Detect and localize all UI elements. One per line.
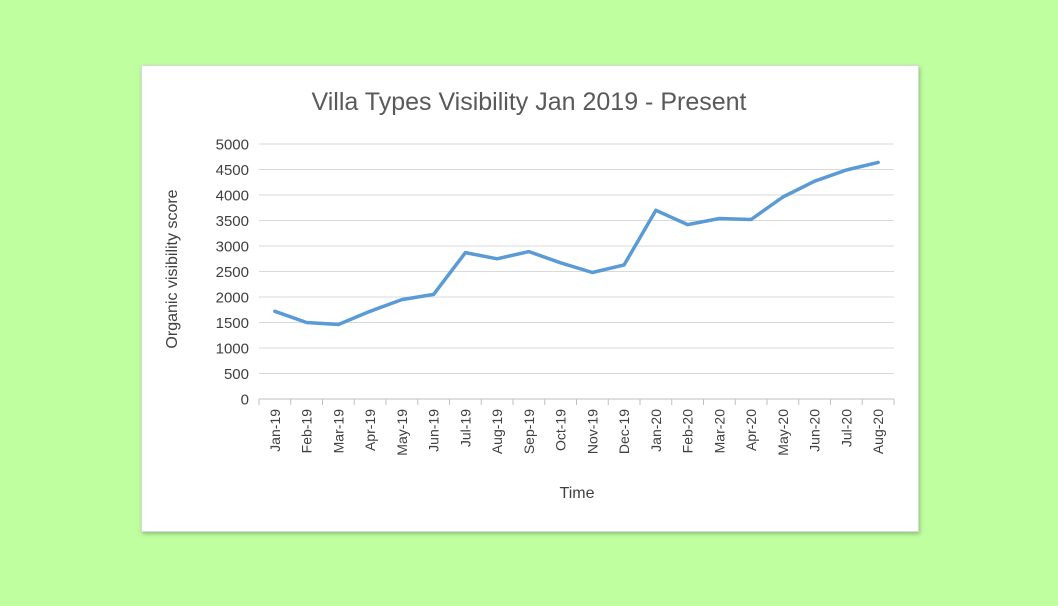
chart-card: Villa Types Visibility Jan 2019 - Presen… [141,65,919,532]
data-point [559,261,563,265]
y-tick-label: 4000 [216,188,249,205]
data-point [463,251,467,255]
data-point [368,309,372,313]
x-axis: Jan-19 Feb-19 Mar-19 Apr-19 May-19 Jun-19 Jul-… [258,398,895,456]
x-tick-label: Nov-19 [584,409,600,454]
y-tick-label: 3500 [216,213,249,230]
data-point [749,217,753,221]
x-axis-label: Time [560,485,595,502]
y-tick-label: 3000 [216,239,249,256]
y-tick-label: 1000 [216,341,249,358]
series-line [273,160,880,327]
y-tick-label: 1500 [216,315,249,332]
data-point [686,223,690,227]
y-axis-ticks: 0 500 1000 1500 2000 2500 3000 3500 4000 4500 5000 [216,137,249,409]
y-tick-label: 2500 [216,264,249,281]
data-point [590,271,594,275]
x-tick-label: Mar-19 [330,409,346,454]
x-tick-label: Feb-19 [299,409,315,454]
series-lines [273,160,880,327]
data-point [432,292,436,296]
data-point [717,216,721,220]
y-tick-label: 500 [224,366,249,383]
x-tick-label: Aug-20 [870,409,886,454]
gridlines [259,143,894,374]
y-tick-label: 0 [241,392,249,409]
y-tick-label: 4500 [216,162,249,179]
x-tick-label: Jan-20 [648,409,664,452]
data-point [654,208,658,212]
data-point [844,168,848,172]
line-chart: Villa Types Visibility Jan 2019 - Presen… [164,88,895,502]
x-tick-label: Jul-20 [838,409,854,447]
x-tick-label: Dec-19 [616,409,632,454]
x-tick-label: Sep-19 [521,409,537,454]
chart-title: Villa Types Visibility Jan 2019 - Presen… [312,88,747,116]
x-tick-label: Jun-20 [807,409,823,452]
x-tick-label: Jul-19 [457,409,473,447]
data-point [781,195,785,199]
data-point [495,257,499,261]
x-tick-label: Jun-19 [426,409,442,452]
x-tick-label: Feb-20 [680,409,696,454]
x-tick-label: Apr-19 [362,409,378,451]
data-point [336,323,340,327]
data-point [400,298,404,302]
data-point [305,321,309,324]
x-tick-label: May-20 [775,409,791,456]
y-tick-label: 2000 [216,290,249,307]
data-point [273,309,277,313]
y-tick-label: 5000 [216,137,249,154]
x-tick-label: May-19 [394,409,410,456]
x-tick-label: Oct-19 [553,409,569,451]
x-tick-label: Jan-19 [267,409,283,452]
data-point [527,250,531,254]
x-tick-label: Aug-19 [489,409,505,454]
data-point [622,263,626,267]
x-tick-label: Mar-20 [711,409,727,454]
data-point [876,160,880,164]
data-point [813,179,817,183]
x-tick-label: Apr-20 [743,409,759,451]
y-axis-label: Organic visibility score [164,189,181,348]
